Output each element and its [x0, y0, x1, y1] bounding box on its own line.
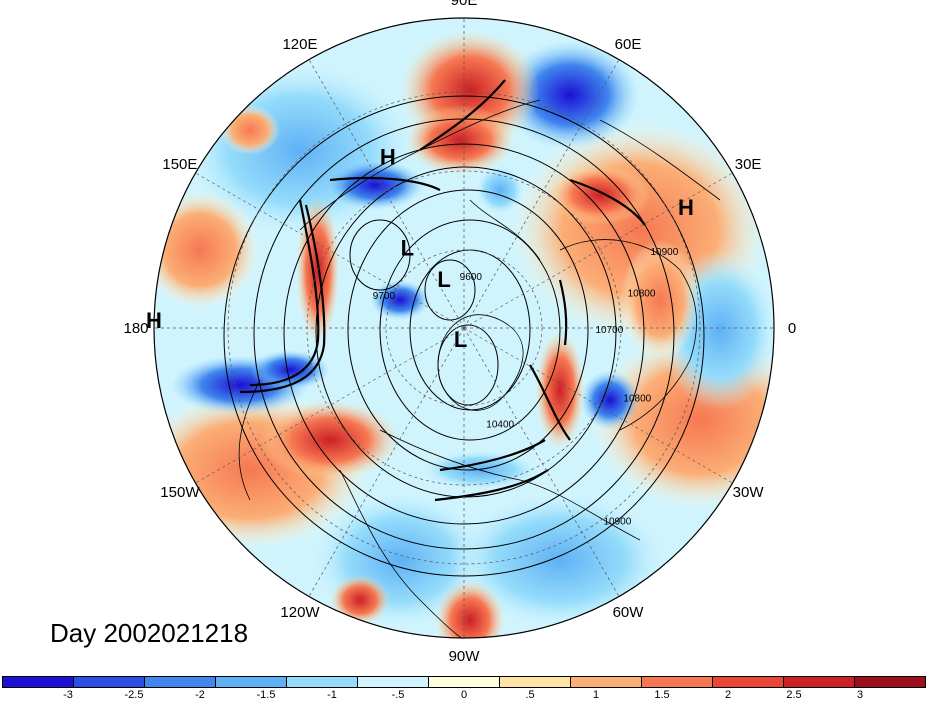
colorbar-segment	[429, 677, 500, 687]
colorbar-tick-label: 1.5	[654, 689, 670, 701]
longitude-label: 90W	[449, 648, 481, 665]
longitude-label: 30E	[735, 156, 762, 173]
high-pressure-label: H	[146, 308, 162, 333]
meridian-line	[308, 59, 465, 329]
high-pressure-label: H	[380, 145, 396, 170]
anomaly-field	[154, 18, 774, 638]
colorbar-tick-label: -2.5	[124, 689, 144, 701]
colorbar-segment	[287, 677, 358, 687]
colorbar-tick-label: 2.5	[786, 689, 802, 701]
meridian-line	[463, 59, 620, 329]
longitude-label: 120W	[280, 604, 320, 621]
colorbar-segment	[500, 677, 571, 687]
longitude-label: 150E	[162, 156, 197, 173]
colorbar-segment	[855, 677, 925, 687]
jet-contours	[239, 79, 646, 502]
colorbar-tick-label: 3	[856, 689, 864, 701]
colorbar-segment	[358, 677, 429, 687]
colorbar-tick-label: .5	[525, 689, 535, 701]
colorbar-tick-label: 0	[460, 689, 468, 701]
longitude-label: 90E	[451, 0, 478, 9]
contour-value-labels: 10900 10800 10700 10800 10900 10400 9600 9700	[373, 247, 679, 527]
contour-label: 9600	[460, 272, 483, 283]
contour-label: 10400	[486, 420, 514, 431]
colorbar-tick-label: -3	[63, 689, 73, 701]
longitude-labels: 90E 60E 30E 0 30W 60W 90W 120W 150W 180 150E 120E	[123, 0, 796, 665]
longitude-label: 30W	[733, 484, 765, 501]
polar-stereographic-map: 90E 60E 30E 0 30W 60W 90W 120W 150W 180 150E 120E 1…	[123, 0, 796, 665]
meridian-line	[463, 327, 620, 597]
colorbar-labels: -3 -2.5 -2 -1.5 -1 -.5 0 .5 1 1.5 2 2.5 3	[2, 689, 926, 702]
longitude-label: 60W	[613, 604, 645, 621]
meridian-line	[195, 327, 465, 484]
low-pressure-label: L	[454, 327, 467, 352]
longitude-label: 120E	[282, 36, 317, 53]
meridian-line	[463, 172, 733, 329]
colorbar-segment	[145, 677, 216, 687]
colorbar-tick-label: 1	[592, 689, 600, 701]
colorbar-tick-label: 2	[724, 689, 732, 701]
longitude-label: 150W	[160, 484, 200, 501]
colorbar-segment	[642, 677, 713, 687]
low-pressure-label: L	[437, 267, 450, 292]
colorbar-segment	[216, 677, 287, 687]
meridian-line	[463, 327, 733, 484]
low-pressure-label: L	[401, 235, 414, 260]
colorbar-tick-label: -1.5	[256, 689, 276, 701]
longitude-label: 0	[788, 320, 796, 337]
colorbar	[2, 676, 926, 688]
map-boundary	[153, 17, 775, 639]
coastlines	[238, 99, 721, 638]
longitude-label: 60E	[615, 36, 642, 53]
meridian-line	[195, 172, 465, 329]
colorbar-segment	[3, 677, 74, 687]
contour-label: 9700	[373, 291, 396, 302]
contour-label: 10900	[650, 247, 678, 258]
contour-label: 10800	[628, 289, 656, 300]
colorbar-segment	[784, 677, 855, 687]
colorbar-tick-label: -.5	[391, 689, 405, 701]
contour-label: 10700	[595, 325, 623, 336]
day-title: Day 2002021218	[50, 618, 249, 648]
contour-label: 10800	[623, 394, 651, 405]
graticule	[154, 18, 774, 638]
high-pressure-label: H	[678, 195, 694, 220]
longitude-label: 180	[123, 320, 148, 337]
colorbar-segment	[713, 677, 784, 687]
colorbar-tick-label: -1	[327, 689, 337, 701]
contour-label: 10900	[603, 516, 631, 527]
colorbar-tick-label: -2	[195, 689, 205, 701]
meridian-line	[308, 327, 465, 597]
colorbar-segment	[74, 677, 145, 687]
colorbar-segment	[571, 677, 642, 687]
